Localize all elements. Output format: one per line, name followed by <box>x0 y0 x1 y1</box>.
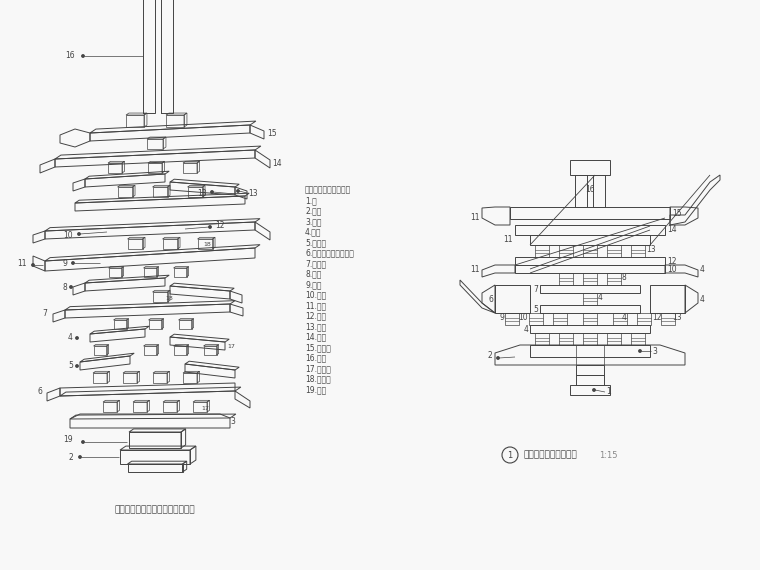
Text: 8.慢拱: 8.慢拱 <box>305 270 321 279</box>
Text: 10: 10 <box>667 264 676 274</box>
Text: 18: 18 <box>165 295 173 300</box>
Text: 8: 8 <box>62 283 67 291</box>
Circle shape <box>639 350 641 352</box>
Text: 13: 13 <box>248 189 258 197</box>
Text: 9.令拱: 9.令拱 <box>305 280 321 289</box>
Text: 1.栌: 1.栌 <box>305 196 317 205</box>
Text: 2: 2 <box>487 351 492 360</box>
Text: 13: 13 <box>197 189 207 198</box>
Text: 1: 1 <box>508 450 513 459</box>
Text: 4: 4 <box>68 333 73 343</box>
Text: 6.华头子且第一层华拱: 6.华头子且第一层华拱 <box>305 249 354 258</box>
Text: 6: 6 <box>488 295 493 303</box>
Circle shape <box>209 226 211 228</box>
Text: 宋式补间铺作斗拱侧面: 宋式补间铺作斗拱侧面 <box>524 450 578 459</box>
Text: 19.散斗: 19.散斗 <box>305 385 326 394</box>
Text: 16: 16 <box>585 185 595 194</box>
Circle shape <box>593 389 595 391</box>
Text: 17: 17 <box>201 405 209 410</box>
Text: 11: 11 <box>470 213 480 222</box>
Text: 4.慢拱: 4.慢拱 <box>305 227 321 237</box>
Text: 3: 3 <box>652 347 657 356</box>
Text: 15.栌方头: 15.栌方头 <box>305 343 331 352</box>
Text: 14.要头: 14.要头 <box>305 332 326 341</box>
Text: 1: 1 <box>606 388 611 397</box>
Text: 17.交互斗: 17.交互斗 <box>305 364 331 373</box>
Text: 13: 13 <box>646 246 656 254</box>
Text: 12: 12 <box>667 256 676 266</box>
Circle shape <box>82 55 84 57</box>
Circle shape <box>497 357 499 359</box>
Text: 9: 9 <box>499 314 504 323</box>
Text: 14: 14 <box>667 226 676 234</box>
Text: 11: 11 <box>503 235 513 245</box>
Text: 2: 2 <box>68 453 73 462</box>
Text: 4: 4 <box>523 324 528 333</box>
Text: 8: 8 <box>622 274 627 283</box>
Text: 7: 7 <box>42 310 47 319</box>
Circle shape <box>71 262 74 264</box>
Text: 4: 4 <box>622 314 627 323</box>
Text: 16: 16 <box>65 51 75 60</box>
Text: 6: 6 <box>37 388 42 397</box>
Text: 3: 3 <box>230 417 235 426</box>
Text: 5: 5 <box>533 304 538 314</box>
Text: 4: 4 <box>700 266 705 275</box>
Circle shape <box>79 456 81 458</box>
Text: 9: 9 <box>62 259 67 267</box>
Text: 4: 4 <box>700 295 705 303</box>
Text: 1:15: 1:15 <box>599 450 617 459</box>
Text: 11.下昂: 11.下昂 <box>305 301 326 310</box>
Text: 13: 13 <box>672 314 682 323</box>
Circle shape <box>76 337 78 339</box>
Text: 2.泥拱: 2.泥拱 <box>305 206 321 215</box>
Text: 12: 12 <box>215 221 224 230</box>
Text: 16.昂椗: 16.昂椗 <box>305 353 326 363</box>
Text: 14: 14 <box>272 158 282 168</box>
Text: 17: 17 <box>227 344 235 348</box>
Text: 10: 10 <box>518 314 528 323</box>
Text: 10.要头: 10.要头 <box>305 291 326 299</box>
Circle shape <box>32 264 34 266</box>
Text: 7.瓜子拱: 7.瓜子拱 <box>305 259 326 268</box>
Text: 18: 18 <box>203 242 211 247</box>
Text: 19: 19 <box>63 435 73 445</box>
Text: 18.齐心斗: 18.齐心斗 <box>305 374 331 384</box>
Text: 15: 15 <box>672 209 682 218</box>
Text: 11: 11 <box>470 266 480 275</box>
Circle shape <box>76 365 78 367</box>
Text: 5: 5 <box>68 361 73 370</box>
Text: 4: 4 <box>598 294 603 303</box>
Text: 11: 11 <box>17 259 27 267</box>
Text: 7: 7 <box>533 284 538 294</box>
Text: 5.瓜子拱: 5.瓜子拱 <box>305 238 326 247</box>
Text: 15: 15 <box>267 129 277 139</box>
Text: 13.令拱: 13.令拱 <box>305 322 326 331</box>
Circle shape <box>78 233 81 235</box>
Text: 宋补间铺作斗拱构件名: 宋补间铺作斗拱构件名 <box>305 185 351 194</box>
Circle shape <box>82 441 84 443</box>
Text: 宋式补间铺作斗拱分件拼装示意图: 宋式补间铺作斗拱分件拼装示意图 <box>115 505 195 514</box>
Text: 10: 10 <box>63 230 73 239</box>
Text: 12.棋枋: 12.棋枋 <box>305 311 326 320</box>
Circle shape <box>237 190 239 192</box>
Circle shape <box>70 286 72 288</box>
Text: 3.栌栱: 3.栌栱 <box>305 217 321 226</box>
Circle shape <box>211 191 214 193</box>
Text: 12: 12 <box>652 314 661 323</box>
